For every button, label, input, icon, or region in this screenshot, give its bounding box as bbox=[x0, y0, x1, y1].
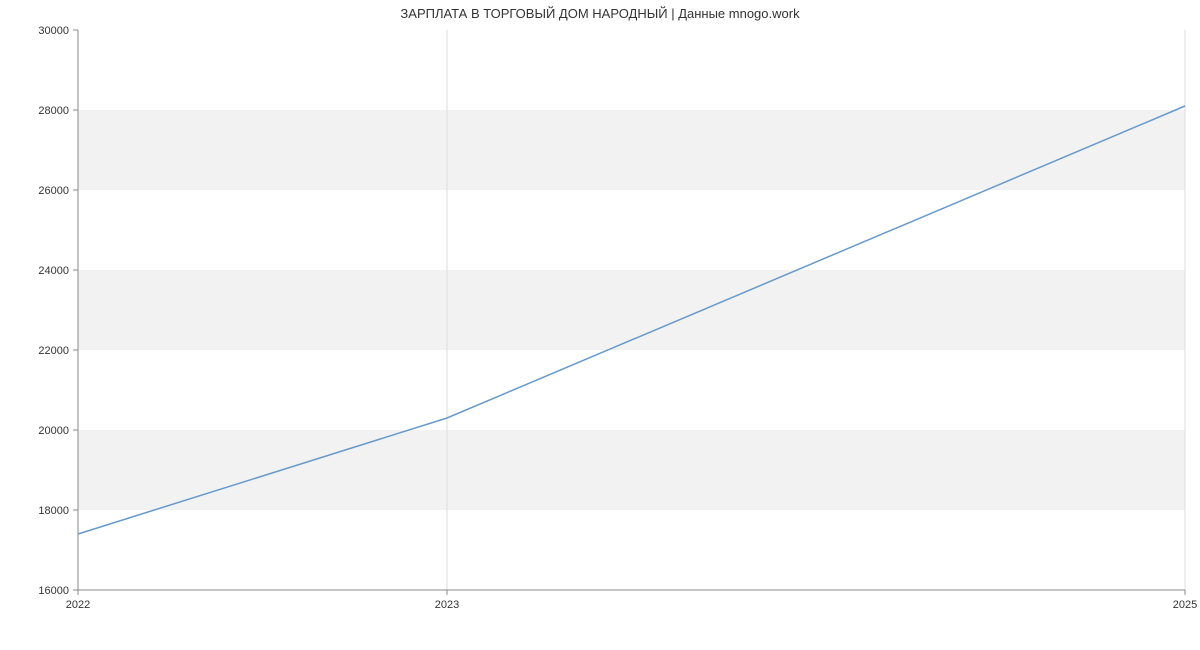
grid-band bbox=[78, 270, 1185, 350]
y-tick-label: 26000 bbox=[38, 185, 69, 197]
y-tick-label: 20000 bbox=[38, 425, 69, 437]
grid-band bbox=[78, 110, 1185, 190]
chart-svg: 16000 18000 20000 22000 24000 26000 28000 30000… bbox=[0, 0, 1200, 650]
y-tick-label: 28000 bbox=[38, 105, 69, 117]
grid-band bbox=[78, 430, 1185, 510]
y-tick-label: 16000 bbox=[38, 585, 69, 597]
salary-chart: ЗАРПЛАТА В ТОРГОВЫЙ ДОМ НАРОДНЫЙ | Данны… bbox=[0, 0, 1200, 650]
y-tick-label: 30000 bbox=[38, 25, 69, 37]
x-tick-label: 2023 bbox=[435, 599, 459, 611]
y-tick-label: 24000 bbox=[38, 265, 69, 277]
x-tick-label: 2025 bbox=[1173, 599, 1197, 611]
x-tick-label: 2022 bbox=[66, 599, 90, 611]
y-tick-label: 22000 bbox=[38, 345, 69, 357]
y-tick-label: 18000 bbox=[38, 505, 69, 517]
